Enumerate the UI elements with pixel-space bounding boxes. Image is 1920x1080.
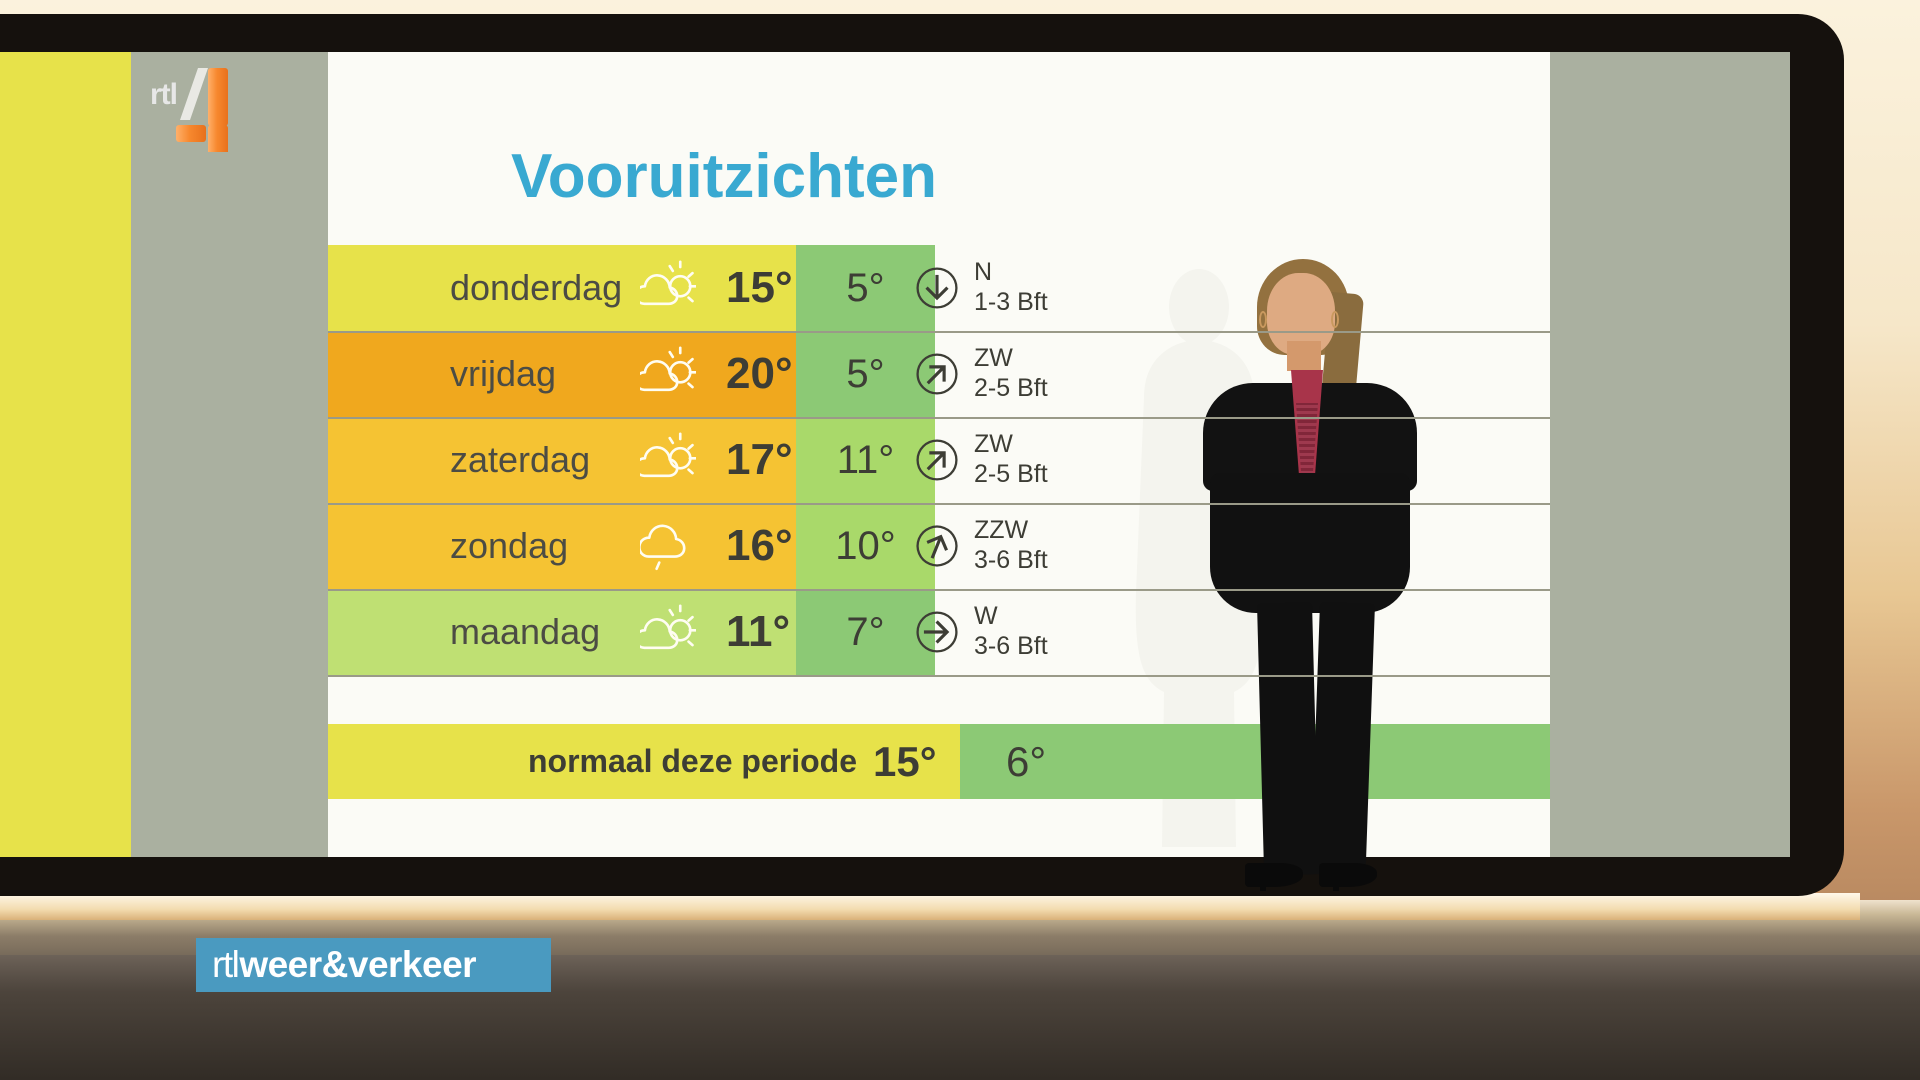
svg-text:rtl: rtl (150, 78, 177, 111)
